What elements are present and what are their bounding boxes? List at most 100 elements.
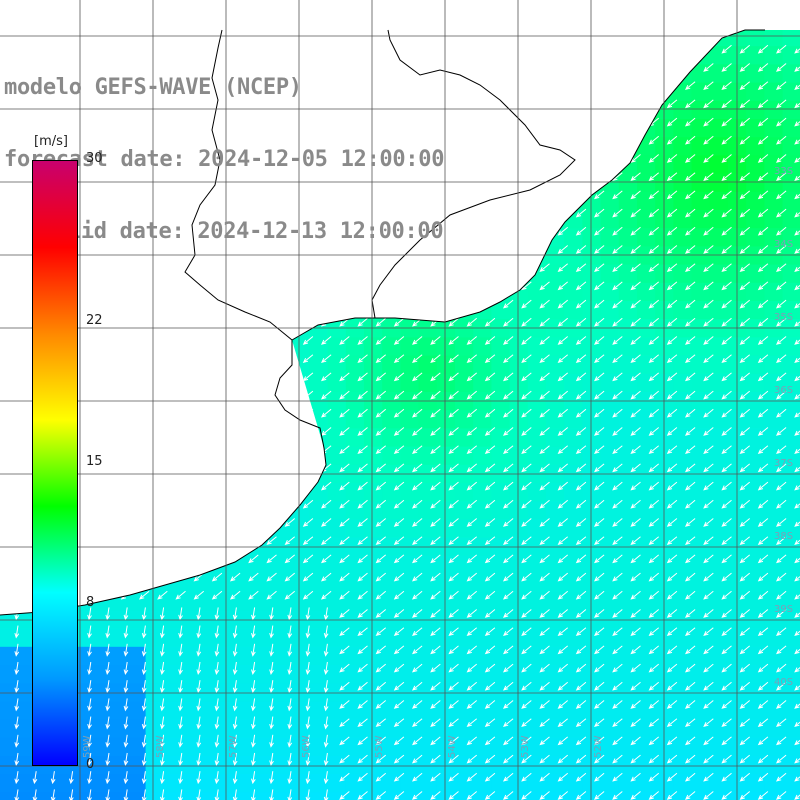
wind-speed-cell: [709, 155, 729, 175]
wind-speed-cell: [527, 337, 547, 357]
wind-arrow: [575, 408, 587, 418]
wind-arrow: [105, 680, 111, 694]
wind-speed-cell: [527, 701, 547, 721]
wind-arrow: [339, 736, 350, 746]
wind-arrow: [557, 663, 569, 673]
wind-speed-cell: [163, 337, 183, 357]
wind-speed-cell: [127, 555, 147, 575]
wind-arrow: [157, 481, 168, 491]
wind-arrow: [302, 336, 314, 345]
wind-speed-cell: [673, 373, 693, 393]
wind-arrow: [685, 172, 696, 182]
wind-speed-cell: [473, 519, 492, 539]
wind-arrow: [287, 734, 293, 748]
wind-arrow: [141, 661, 147, 675]
wind-arrow: [266, 354, 277, 364]
wind-speed-cell: [127, 337, 147, 357]
wind-speed-cell: [618, 228, 638, 247]
wind-speed-cell: [600, 119, 620, 138]
wind-speed-cell: [455, 246, 474, 266]
longitude-label: 55W: [374, 735, 385, 758]
wind-arrow: [484, 63, 496, 72]
wind-arrow: [448, 772, 459, 782]
wind-arrow: [557, 263, 569, 273]
wind-speed-cell: [618, 246, 638, 266]
wind-arrow: [393, 554, 405, 564]
wind-arrow: [739, 354, 751, 364]
wind-arrow: [466, 390, 478, 400]
wind-arrow: [503, 754, 514, 764]
wind-arrow: [648, 754, 660, 764]
wind-arrow: [685, 336, 696, 345]
wind-arrow: [685, 736, 696, 746]
wind-arrow: [230, 445, 241, 455]
wind-arrow: [412, 518, 423, 527]
wind-speed-cell: [637, 355, 656, 375]
wind-speed-cell: [218, 592, 238, 611]
wind-arrow: [648, 681, 660, 691]
wind-speed-cell: [0, 355, 19, 375]
wind-arrow: [14, 716, 20, 730]
wind-arrow: [557, 481, 569, 491]
wind-arrow: [448, 117, 459, 127]
wind-arrow: [393, 427, 405, 436]
wind-speed-cell: [0, 410, 19, 429]
wind-arrow: [178, 698, 183, 712]
wind-speed-cell: [418, 665, 438, 684]
wind-speed-cell: [0, 301, 19, 320]
wind-arrow: [357, 390, 368, 400]
wind-arrow: [757, 408, 769, 418]
wind-arrow: [539, 281, 550, 291]
wind-arrow: [594, 245, 605, 254]
wind-speed-cell: [600, 210, 620, 229]
wind-speed-cell: [254, 756, 274, 775]
wind-speed-cell: [746, 719, 765, 739]
wind-arrow: [739, 99, 751, 109]
wind-speed-cell: [455, 701, 474, 721]
wind-speed-cell: [746, 446, 765, 466]
wind-speed-cell: [691, 446, 711, 466]
wind-arrow: [193, 408, 205, 418]
wind-speed-cell: [546, 792, 565, 800]
wind-arrow: [269, 680, 274, 694]
wind-arrow: [503, 772, 514, 782]
wind-arrow: [232, 680, 238, 694]
wind-arrow: [214, 661, 220, 675]
wind-speed-cell: [163, 701, 183, 721]
wind-arrow: [287, 680, 293, 694]
wind-speed-cell: [345, 373, 365, 393]
wind-speed-cell: [582, 228, 602, 247]
wind-speed-cell: [400, 792, 420, 800]
wind-speed-cell: [455, 46, 474, 65]
wind-arrow: [503, 518, 514, 527]
wind-speed-cell: [218, 792, 238, 800]
wind-arrow: [721, 226, 732, 236]
wind-arrow: [69, 789, 74, 800]
wind-speed-cell: [364, 792, 383, 800]
wind-arrow: [521, 445, 532, 455]
wind-arrow: [466, 481, 478, 491]
wind-arrow: [739, 791, 751, 800]
wind-speed-cell: [109, 355, 128, 375]
wind-speed-cell: [546, 355, 565, 375]
wind-arrow: [339, 572, 350, 582]
wind-arrow: [484, 408, 496, 418]
wind-speed-cell: [527, 428, 547, 448]
wind-arrow: [302, 572, 314, 582]
wind-arrow: [412, 609, 423, 618]
wind-arrow: [703, 445, 714, 455]
wind-speed-cell: [546, 446, 565, 466]
wind-speed-cell: [182, 373, 201, 393]
wind-arrow: [284, 299, 296, 309]
wind-arrow: [266, 536, 277, 546]
wind-arrow: [648, 317, 660, 327]
wind-speed-cell: [327, 574, 347, 593]
wind-arrow: [339, 627, 350, 637]
wind-arrow: [393, 754, 405, 764]
wind-arrow: [87, 716, 92, 730]
wind-arrow: [594, 336, 605, 345]
wind-arrow: [87, 680, 92, 694]
wind-speed-cell: [673, 30, 693, 47]
wind-speed-cell: [236, 501, 256, 520]
colorbar-tick-label: 30: [86, 151, 103, 166]
